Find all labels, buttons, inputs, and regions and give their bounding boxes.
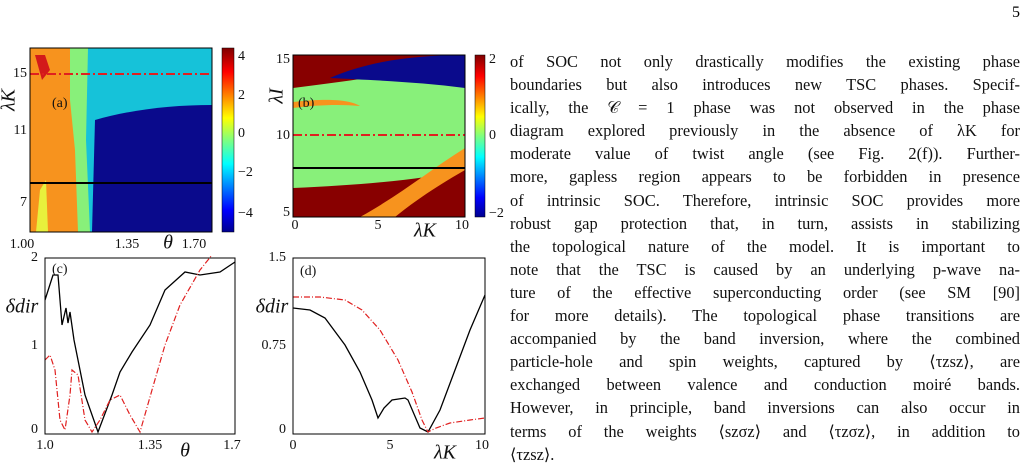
y-label: λI <box>266 87 288 105</box>
paragraph: of SOC not only drastically modifies the… <box>510 50 1020 466</box>
region <box>292 257 486 435</box>
text-line: more, gapless region appears to be forbi… <box>510 167 1020 187</box>
x-label: λK <box>413 220 438 242</box>
region <box>474 54 486 218</box>
x-tick-label: 5 <box>375 218 382 233</box>
curve <box>360 148 465 217</box>
panel-b: (b) λI λK 0 5 10 15 10 5 2 0 −2 <box>266 52 504 241</box>
x-tick-label: 0 <box>292 218 299 233</box>
text-line: exchanged between valence and conduction… <box>510 375 1020 395</box>
y-tick-label: 11 <box>14 123 27 138</box>
x-label: λK <box>433 442 458 464</box>
y-label: δdir <box>6 296 39 318</box>
curve <box>330 55 465 88</box>
y-tick-label: 7 <box>20 195 27 210</box>
x-label: θ <box>163 232 173 254</box>
curve <box>292 294 486 433</box>
x-tick-label: 1.00 <box>10 237 35 252</box>
panel-label: (b) <box>298 96 315 111</box>
y-tick-label: 10 <box>276 128 290 143</box>
x-tick-label: 10 <box>455 218 469 233</box>
curve <box>293 99 360 108</box>
x-tick-label: 1.0 <box>36 438 54 453</box>
text-line: moderate value of twist angle (see Fig. … <box>510 144 1020 164</box>
panel-c: (c) δdir θ 1.0 1.35 1.7 2 1 0 <box>6 250 241 461</box>
x-tick-label: 5 <box>387 438 394 453</box>
region <box>44 257 236 435</box>
curve <box>92 105 212 232</box>
y-tick-label: 1.5 <box>269 250 287 265</box>
y-tick-label: 0 <box>279 422 286 437</box>
text-line: particle-hole and spin weights, captured… <box>510 352 1020 372</box>
figure: (a) λK θ 1.00 1.35 1.70 15 11 7 4 2 0 −2… <box>0 47 504 464</box>
y-label: λK <box>0 87 20 112</box>
colorbar-tick-label: −4 <box>238 206 253 221</box>
region <box>292 54 466 218</box>
x-tick-label: 1.35 <box>138 438 163 453</box>
curve <box>293 296 486 433</box>
x-tick-label: 1.35 <box>115 237 140 252</box>
text-line: note that the TSC is caused by an underl… <box>510 259 1020 279</box>
text-line: terms of the weights ⟨szσz⟩ and ⟨τzσz⟩, … <box>510 421 1020 441</box>
panel-label: (a) <box>52 96 68 111</box>
y-tick-label: 0 <box>31 422 38 437</box>
text-line: boundaries but also introduces new TSC p… <box>510 75 1020 95</box>
region <box>221 47 235 233</box>
y-tick-label: 15 <box>13 66 27 81</box>
region <box>29 47 213 233</box>
y-label: δdir <box>256 296 289 318</box>
colorbar-tick-label: −2 <box>238 165 253 180</box>
colorbar-tick-label: 2 <box>238 88 245 103</box>
panel-d: (d) δdir λK 0 5 10 1.5 0.75 0 <box>256 250 489 463</box>
text-line: ture of the effective superconducting or… <box>510 282 1020 302</box>
x-tick-label: 1.7 <box>223 438 241 453</box>
text-line: the topological nature of the model. It … <box>510 236 1020 256</box>
text-line: diagram explored previously in the absen… <box>510 121 1020 141</box>
panel-label: (c) <box>52 262 68 277</box>
colorbar-tick-label: −2 <box>489 206 504 221</box>
y-tick-label: 1 <box>31 338 38 353</box>
colorbar-tick-label: 0 <box>238 126 245 141</box>
curve <box>36 180 48 232</box>
colorbar-tick-label: 2 <box>489 52 496 67</box>
page-number: 5 <box>1012 4 1020 21</box>
curve <box>44 254 213 434</box>
text-line: accompanied by the band inversion, where… <box>510 329 1020 349</box>
curve <box>44 261 236 434</box>
x-tick-label: 10 <box>475 438 489 453</box>
text-line: of SOC not only drastically modifies the… <box>510 52 1020 71</box>
text-line: However, in principle, band inversions c… <box>510 398 1020 418</box>
y-tick-label: 2 <box>31 250 38 265</box>
x-tick-label: 1.70 <box>182 237 207 252</box>
text-line: robust gap protection that, in turn, ass… <box>510 213 1020 233</box>
y-tick-label: 15 <box>276 52 290 67</box>
text-line: of intrinsic SOC. Therefore, intrinsic S… <box>510 190 1020 210</box>
text-line: ically, the 𝒞 = 1 phase was not observed… <box>510 98 1020 118</box>
x-label: θ <box>180 440 190 462</box>
panel-label: (d) <box>300 264 317 279</box>
text-line: ⟨τzsz⟩. <box>510 444 555 464</box>
curve <box>35 55 50 80</box>
y-tick-label: 5 <box>283 205 290 220</box>
x-tick-label: 0 <box>290 438 297 453</box>
panel-a: (a) λK θ 1.00 1.35 1.70 15 11 7 4 2 0 −2… <box>0 47 253 254</box>
colorbar-tick-label: 0 <box>489 128 496 143</box>
y-tick-label: 0.75 <box>262 338 287 353</box>
colorbar-tick-label: 4 <box>238 49 245 64</box>
text-line: for more details). The topological phase… <box>510 306 1020 326</box>
curve <box>293 62 465 188</box>
